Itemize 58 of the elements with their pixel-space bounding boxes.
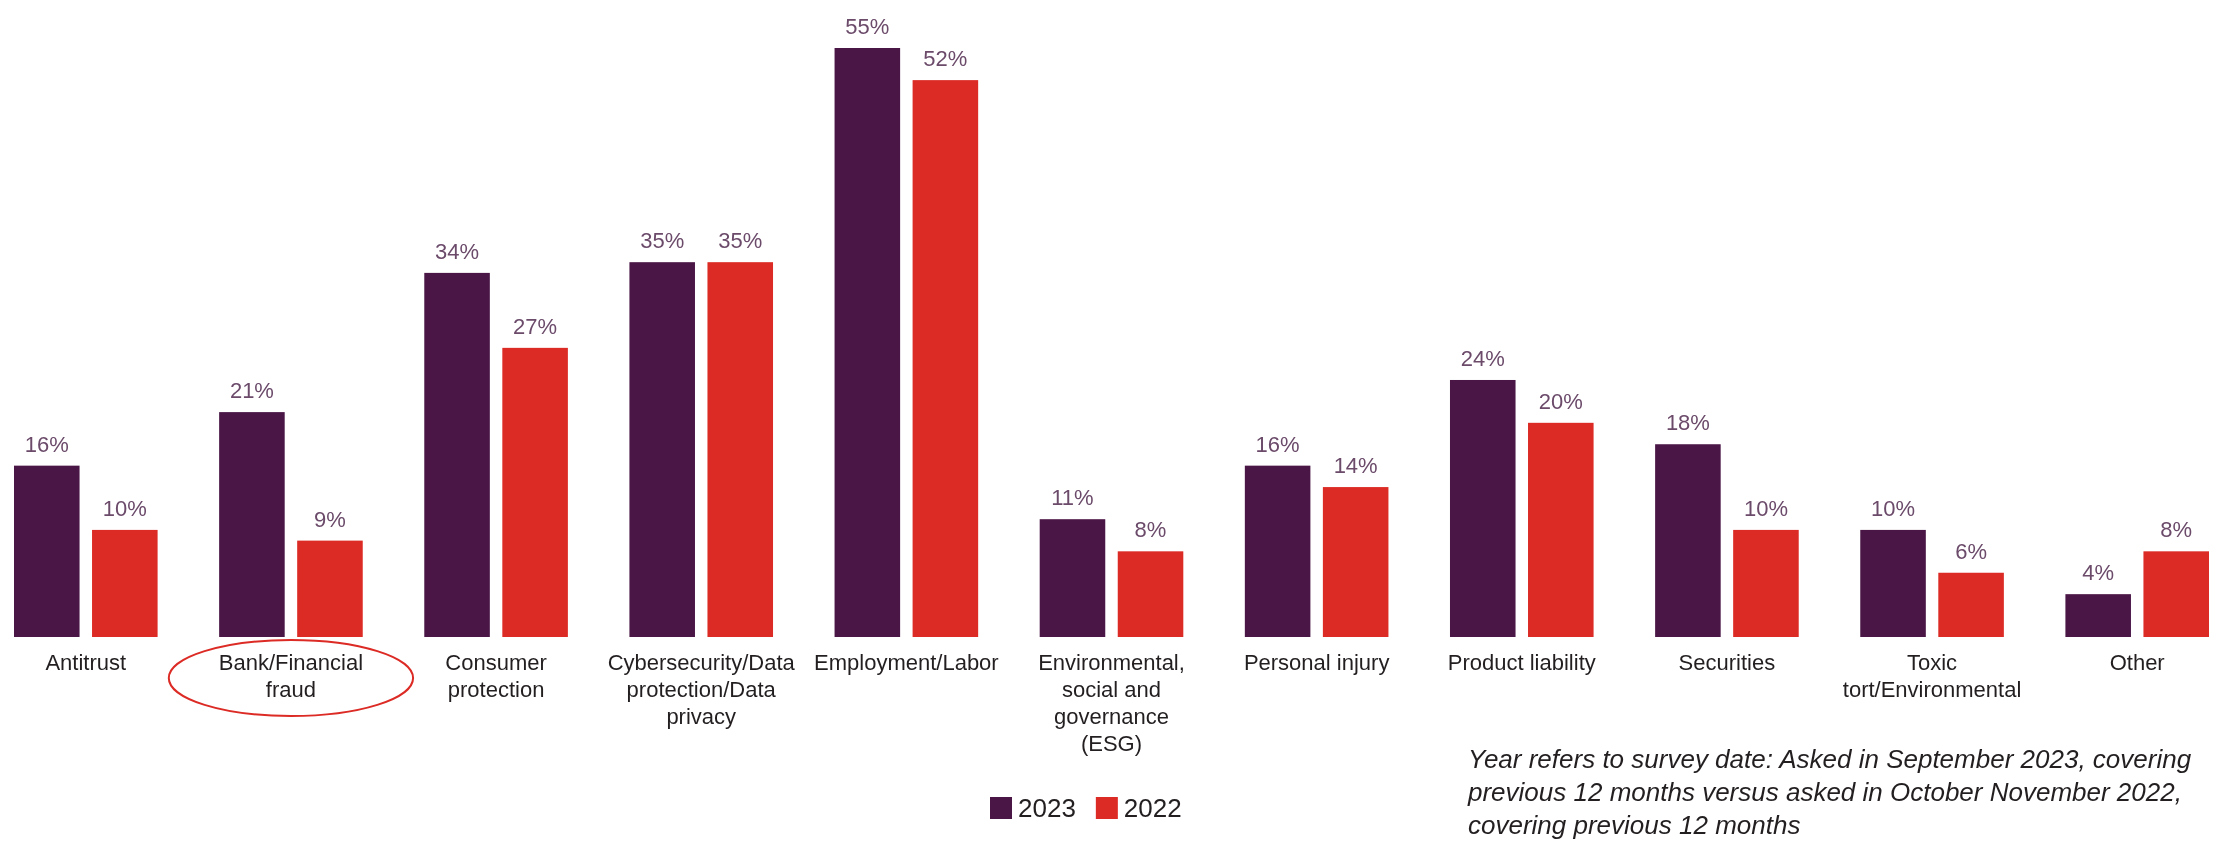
data-label: 18% bbox=[1665, 410, 1710, 436]
bar bbox=[219, 412, 285, 637]
bar bbox=[1938, 572, 2004, 637]
data-label: 34% bbox=[435, 238, 480, 264]
data-label: 55% bbox=[845, 14, 890, 39]
bar bbox=[1117, 551, 1184, 637]
text: Year refers to survey date: Asked in September 2023, covering previous 12 months versus asked in October November 2022, covering previous 12 months bbox=[1467, 744, 2192, 840]
x-tick-label: Toxic tort/Environmental bbox=[1842, 650, 2022, 702]
data-label: 52% bbox=[923, 46, 968, 72]
bar bbox=[834, 48, 901, 637]
bar bbox=[1655, 444, 1721, 637]
legend-label: 2022 bbox=[1123, 793, 1182, 823]
x-tick-label: Other bbox=[2109, 650, 2165, 675]
data-label: 10% bbox=[1743, 495, 1788, 521]
data-label: 16% bbox=[24, 431, 69, 457]
bar bbox=[629, 262, 695, 637]
bar bbox=[912, 80, 979, 637]
data-label: 20% bbox=[1538, 388, 1583, 414]
x-tick-label: Environmental, social and governance (ESG) bbox=[1038, 650, 1185, 756]
data-label: 24% bbox=[1460, 345, 1505, 371]
bar bbox=[2065, 594, 2131, 637]
x-tick-label: Bank/Financial fraud bbox=[218, 650, 364, 702]
bar bbox=[1860, 529, 1926, 637]
x-tick-label: Personal injury bbox=[1243, 650, 1390, 675]
bar bbox=[707, 262, 774, 637]
legend-label: 2023 bbox=[1018, 793, 1076, 823]
data-label: 21% bbox=[229, 378, 274, 404]
bar bbox=[1449, 379, 1516, 637]
data-label: 14% bbox=[1333, 453, 1378, 479]
bar bbox=[1039, 519, 1106, 637]
data-label: 10% bbox=[1871, 495, 1916, 521]
data-label: 9% bbox=[314, 506, 346, 532]
data-label: 10% bbox=[102, 495, 147, 521]
data-label: 8% bbox=[2160, 517, 2193, 543]
bar bbox=[14, 465, 80, 637]
bar bbox=[92, 529, 158, 637]
data-label: 16% bbox=[1255, 431, 1300, 457]
x-tick-label: Antitrust bbox=[45, 650, 127, 675]
data-label: 6% bbox=[1955, 538, 1987, 564]
bar bbox=[2143, 551, 2209, 637]
data-label: 27% bbox=[513, 313, 558, 339]
data-label: 4% bbox=[2082, 560, 2115, 586]
data-label: 35% bbox=[718, 228, 763, 254]
bar bbox=[1733, 529, 1799, 637]
x-tick-label: Product liability bbox=[1447, 650, 1596, 675]
data-label: 8% bbox=[1134, 517, 1167, 543]
x-tick-label: Consumer protection bbox=[445, 650, 547, 702]
bar bbox=[1322, 487, 1389, 637]
data-label: 11% bbox=[1051, 485, 1094, 511]
bar bbox=[424, 272, 490, 637]
data-label: 35% bbox=[640, 228, 685, 254]
bar bbox=[1244, 465, 1311, 637]
bar bbox=[297, 540, 363, 637]
x-tick-label: Securities bbox=[1678, 650, 1776, 675]
x-tick-label: Cybersecurity/Data protection/Data privacy bbox=[607, 650, 796, 729]
bar bbox=[1528, 422, 1594, 637]
bar bbox=[502, 347, 568, 637]
x-tick-label: Employment/Labor bbox=[814, 650, 999, 675]
